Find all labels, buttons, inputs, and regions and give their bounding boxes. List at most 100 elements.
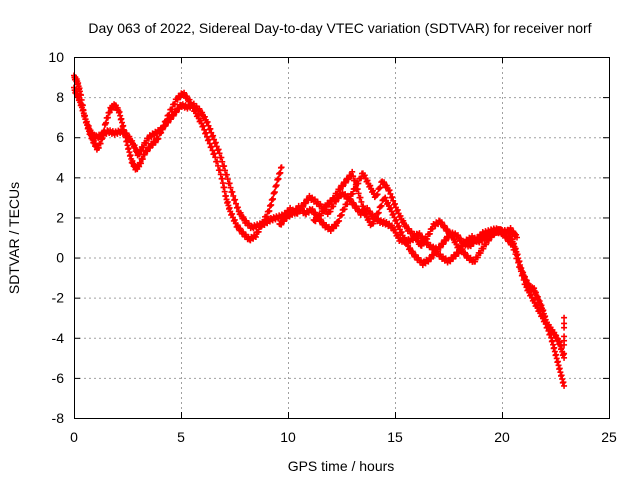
data-point [561, 350, 568, 357]
data-point [204, 118, 211, 125]
data-point [411, 230, 418, 237]
data-point [561, 320, 568, 327]
data-point [318, 212, 325, 219]
data-point [364, 177, 371, 184]
data-point [362, 210, 369, 217]
data-point [480, 245, 487, 252]
x-tick-label: 5 [177, 429, 185, 445]
grid [74, 57, 609, 418]
data-point [403, 222, 410, 229]
x-tick-label: 25 [601, 429, 617, 445]
data-point [165, 119, 172, 126]
data-point [387, 204, 394, 211]
data-point [561, 382, 568, 389]
data-point [268, 201, 275, 208]
data-point [341, 206, 348, 213]
data-point [162, 123, 169, 130]
data-point [349, 168, 356, 175]
y-tick-label: -8 [52, 410, 65, 426]
data-point [200, 122, 207, 129]
data-point [391, 226, 398, 233]
x-tick-label: 15 [387, 429, 403, 445]
y-tick-label: 10 [48, 49, 64, 65]
data-point [358, 198, 365, 205]
data-point [212, 139, 219, 146]
data-point [474, 254, 481, 261]
data-point [351, 177, 358, 184]
data-point [369, 187, 376, 194]
data-point [485, 237, 492, 244]
data-point [424, 236, 431, 242]
data-point [129, 137, 136, 144]
data-point [229, 188, 236, 195]
data-point [173, 109, 180, 116]
y-tick-label: -6 [52, 370, 65, 386]
data-point [224, 176, 231, 183]
data-point [390, 197, 397, 204]
data-point [159, 126, 166, 133]
data-point [266, 207, 273, 214]
data-point [347, 195, 354, 202]
data-point [378, 202, 385, 209]
data-point [338, 211, 345, 218]
data-point [203, 133, 210, 140]
data-point [214, 158, 221, 165]
data-point [230, 192, 237, 199]
data-point [263, 213, 270, 220]
data-point [221, 163, 228, 170]
data-point [223, 171, 230, 178]
y-axis-label: SDTVAR / TECUs [6, 182, 22, 294]
data-point [201, 126, 208, 133]
x-tick-label: 0 [70, 429, 78, 445]
data-point [472, 258, 479, 265]
y-tick-label: 2 [56, 209, 64, 225]
data-points [71, 72, 568, 389]
data-point [387, 190, 394, 197]
data-point [240, 214, 247, 221]
data-point [252, 233, 259, 240]
data-point [273, 182, 280, 189]
data-point [211, 136, 218, 143]
y-tick-label: 8 [56, 89, 64, 105]
data-point [320, 208, 327, 215]
data-point [167, 116, 174, 123]
data-point [418, 242, 425, 249]
data-point [449, 233, 456, 239]
data-point [219, 158, 226, 165]
data-point [216, 150, 223, 157]
data-point [216, 167, 223, 174]
data-point [126, 133, 133, 140]
y-tick-label: -4 [52, 330, 65, 346]
data-point [337, 186, 344, 193]
data-point [513, 234, 520, 241]
data-point [205, 136, 212, 143]
data-point [483, 241, 490, 248]
data-point [222, 167, 229, 174]
y-tick-label: -2 [52, 290, 65, 306]
data-point [270, 195, 277, 202]
data-point [155, 135, 162, 142]
data-point [197, 117, 204, 124]
data-point [477, 250, 484, 257]
y-tick-label: 0 [56, 250, 64, 266]
data-point [329, 198, 336, 205]
data-point [211, 150, 218, 157]
data-point [374, 191, 381, 198]
data-point [344, 201, 351, 208]
data-point [382, 194, 389, 201]
data-point [234, 204, 241, 211]
data-point [226, 180, 233, 187]
data-point [152, 139, 159, 146]
data-point [203, 129, 210, 136]
data-point [398, 228, 405, 235]
data-point [394, 206, 401, 213]
data-point [143, 140, 150, 147]
axis-ticks: -8 -6 -4 -2 0 2 4 6 8 10 0 5 10 15 20 25 [48, 49, 617, 445]
data-point [561, 314, 568, 321]
data-point [377, 184, 384, 191]
data-point [331, 195, 338, 202]
data-point [355, 190, 362, 197]
data-point [141, 151, 148, 158]
data-point [345, 176, 352, 183]
